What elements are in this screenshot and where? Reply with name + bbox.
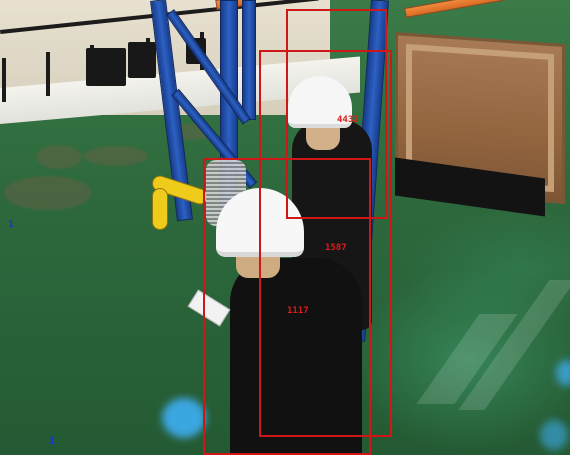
railing-post [46,52,50,96]
worker-back-helmet-icon [288,76,352,128]
detection-box-top [286,9,387,219]
blue-rack-post [242,0,256,120]
black-equipment-cabinet [128,42,156,78]
track-id-1587: 1587 [325,243,347,253]
orange-rack-beam [404,0,570,18]
floor-stain [36,145,82,169]
blue-floor-light [556,360,570,386]
track-id-4432: 4432 [337,115,359,125]
blue-floor-light [540,420,568,450]
floor-stain [4,176,92,210]
detection-box-1117 [203,158,371,455]
detection-box-4432 [259,50,392,437]
track-id-1117: 1117 [287,306,309,316]
worker-front-body [230,258,362,455]
left-marker: 1 [8,219,15,230]
blue-floor-light [162,398,206,438]
black-equipment-cabinet [86,48,126,86]
floor-stain [84,146,148,166]
yellow-guard-post [152,188,168,230]
bottom-marker: 1 [49,436,56,447]
railing-post [2,58,6,102]
